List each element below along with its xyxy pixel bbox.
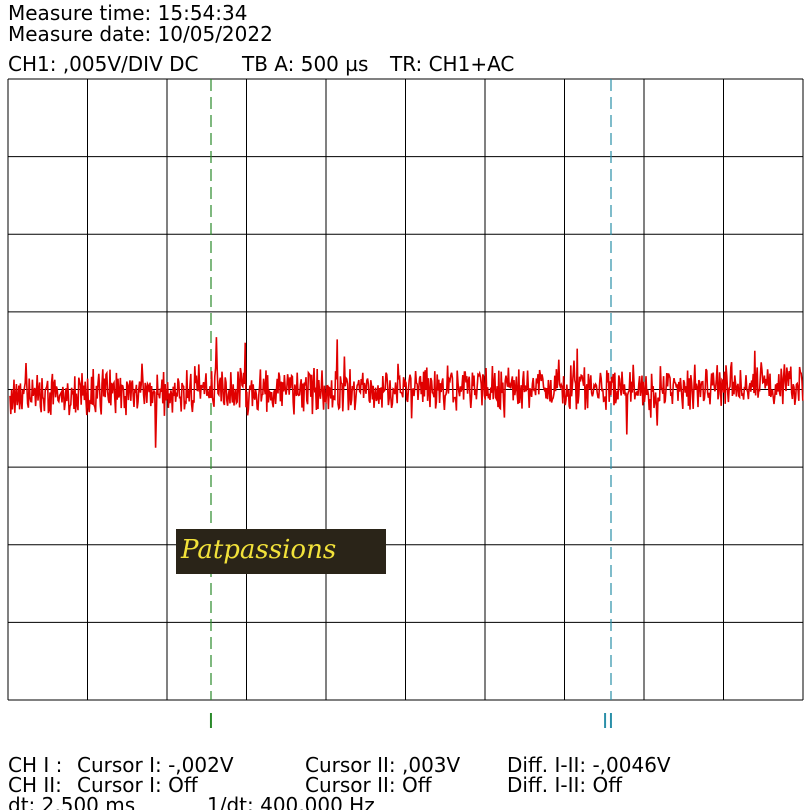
measure-date: Measure date: 10/05/2022 bbox=[8, 22, 273, 46]
readout-text: Diff. I-II: Off bbox=[507, 773, 623, 797]
signal-trace bbox=[9, 337, 804, 448]
readout-text: dt: 2,500 ms bbox=[8, 793, 135, 810]
readout-text: Cursor II: ,003V bbox=[305, 753, 461, 777]
cursor-two-label: II bbox=[602, 709, 614, 733]
measure-time: Measure time: 15:54:34 bbox=[8, 1, 247, 25]
readout-text: 1/dt: 400,000 Hz bbox=[207, 793, 375, 810]
trigger-setting: TR: CH1+AC bbox=[389, 52, 514, 76]
readout-text: CH II: bbox=[8, 773, 62, 797]
readout-text: CH I : bbox=[8, 753, 62, 777]
readout: CH I : Cursor I: -,002V Cursor II: ,003V Di… bbox=[8, 753, 671, 810]
watermark-box bbox=[176, 529, 386, 574]
timebase-setting: TB A: 500 µs bbox=[241, 52, 368, 76]
cursor-one-label: I bbox=[208, 709, 214, 733]
readout-text: Diff. I-II: -,0046V bbox=[507, 753, 671, 777]
readout-text: Cursor I: -,002V bbox=[77, 753, 234, 777]
readout-text: Cursor I: Off bbox=[77, 773, 199, 797]
watermark: Patpassions bbox=[180, 535, 336, 565]
channel-setting: CH1: ,005V/DIV DC bbox=[8, 52, 198, 76]
readout-text: Cursor II: Off bbox=[305, 773, 433, 797]
